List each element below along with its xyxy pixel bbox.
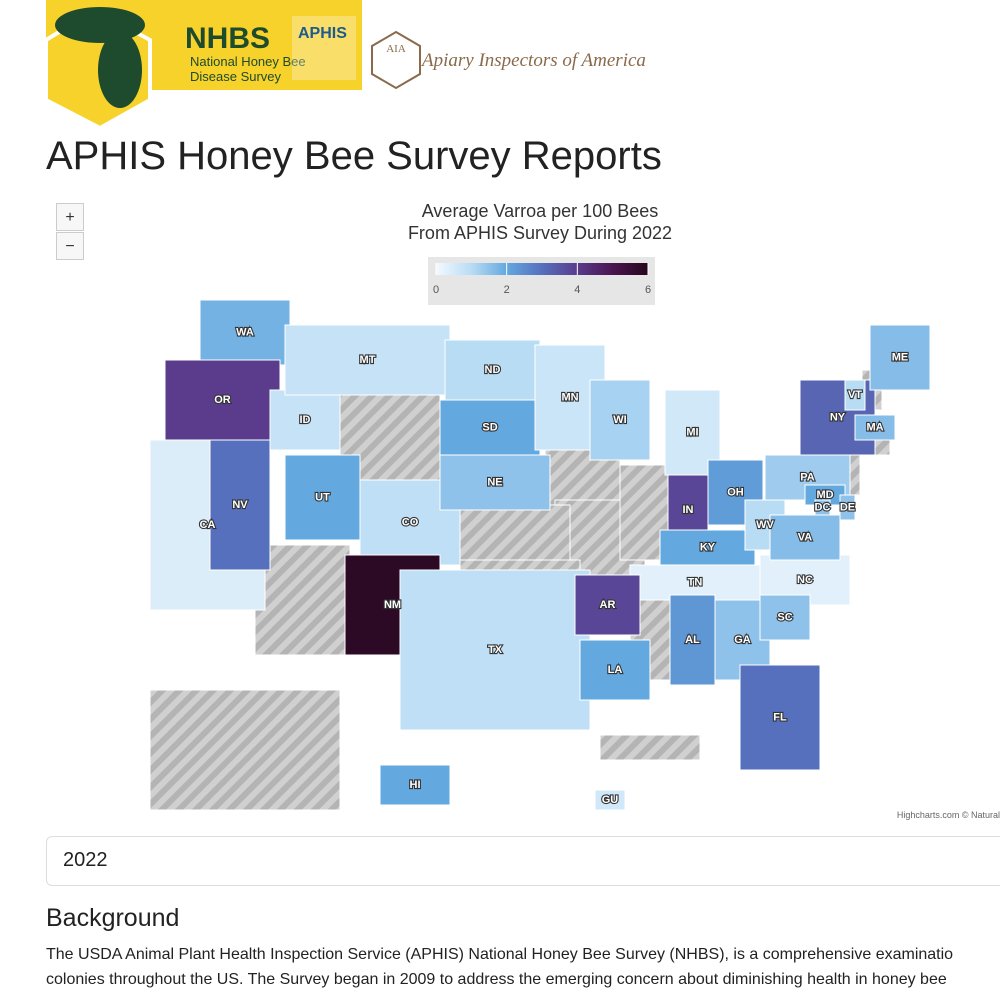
- section-heading: Background: [46, 904, 180, 932]
- logo-title: NHBS: [185, 22, 270, 55]
- state: [379, 764, 451, 806]
- aphis-label: APHIS: [298, 25, 347, 42]
- state-label: NY: [830, 411, 846, 423]
- color-bar-label: 0: [433, 284, 439, 296]
- state-label: AR: [600, 599, 616, 611]
- state-label: OH: [727, 486, 744, 498]
- bee-wing: [55, 7, 145, 43]
- aia-name: Apiary Inspectors of America: [420, 50, 646, 71]
- state: [439, 399, 541, 456]
- state: [869, 324, 931, 391]
- state: [399, 569, 591, 731]
- color-bar: [436, 263, 648, 275]
- bee-body: [98, 32, 142, 108]
- state-label: GA: [734, 634, 751, 646]
- state: [269, 389, 341, 451]
- state: [284, 324, 451, 396]
- chart-title: Average Varroa per 100 Bees: [422, 201, 659, 221]
- no-data-region: [459, 504, 571, 566]
- state: [209, 439, 271, 571]
- aia-mark: AIA: [386, 43, 406, 55]
- year-select[interactable]: 2022: [46, 836, 1000, 886]
- state: [839, 494, 856, 521]
- state-label: DC: [815, 501, 831, 513]
- state: [164, 359, 281, 441]
- state: [854, 414, 896, 441]
- state-label: ND: [485, 364, 501, 376]
- state-label: NE: [487, 476, 502, 488]
- state: [659, 529, 756, 566]
- aia-logo: [371, 30, 421, 90]
- state-label: LA: [608, 664, 623, 676]
- state: [589, 379, 651, 461]
- paragraph-line: The USDA Animal Plant Health Inspection …: [46, 946, 954, 963]
- no-data-region: [254, 544, 351, 656]
- state: [439, 454, 551, 511]
- state-label: CA: [200, 519, 216, 531]
- no-data-region: [599, 734, 701, 761]
- color-bar-label: 6: [645, 284, 651, 296]
- state-label: KY: [700, 541, 716, 553]
- state: [579, 639, 651, 701]
- state-label: DE: [840, 501, 855, 513]
- state: [444, 339, 541, 401]
- state-label: VT: [848, 389, 862, 401]
- state-label: NC: [797, 574, 813, 586]
- state: [574, 574, 641, 636]
- state-label: MT: [360, 354, 376, 366]
- state-label: MA: [866, 421, 883, 433]
- state-label: MN: [561, 391, 578, 403]
- zoom-out-button[interactable]: −: [56, 232, 84, 260]
- state-label: GU: [602, 794, 619, 806]
- state-label: VA: [798, 531, 813, 543]
- logo-subtitle: National Honey Bee: [190, 54, 306, 69]
- state: [594, 789, 626, 811]
- map-chart: NHBS National Honey Bee Disease Survey A…: [44, 0, 1000, 820]
- page-title: APHIS Honey Bee Survey Reports: [46, 134, 662, 178]
- state-label: WI: [613, 414, 626, 426]
- state-label: FL: [773, 711, 787, 723]
- state-label: HI: [410, 779, 421, 791]
- state: [814, 499, 831, 516]
- state: [769, 514, 841, 561]
- state-label: MI: [686, 426, 698, 438]
- color-bar-label: 4: [574, 284, 580, 296]
- paragraph-line: colonies throughout the US. The Survey b…: [46, 971, 947, 988]
- color-bar-label: 2: [504, 284, 510, 296]
- state-label: NV: [232, 499, 248, 511]
- state-label: OR: [214, 394, 231, 406]
- state-label: PA: [800, 471, 815, 483]
- state-label: ME: [892, 351, 909, 363]
- state-label: IN: [683, 504, 694, 516]
- state-label: SD: [482, 421, 497, 433]
- state-label: NM: [384, 599, 401, 611]
- state-label: SC: [777, 611, 792, 623]
- state-label: CO: [402, 516, 419, 528]
- state-label: AL: [685, 634, 700, 646]
- credits: Highcharts.com © Natural: [897, 810, 1000, 820]
- state: [844, 379, 866, 411]
- state-label: ID: [300, 414, 311, 426]
- state-label: TX: [488, 644, 503, 656]
- state: [199, 299, 291, 366]
- state-label: TN: [688, 576, 703, 588]
- no-data-region: [149, 689, 341, 811]
- logo-subtitle: Disease Survey: [190, 69, 282, 84]
- state-label: WV: [756, 519, 774, 531]
- state-label: WA: [236, 326, 254, 338]
- chart-subtitle: From APHIS Survey During 2022: [408, 223, 672, 243]
- state-label: MD: [816, 489, 833, 501]
- state: [739, 664, 821, 771]
- state: [759, 594, 811, 641]
- aphis-badge: [292, 16, 356, 80]
- zoom-in-button[interactable]: +: [56, 203, 84, 231]
- state: [284, 454, 361, 541]
- state-label: UT: [315, 491, 330, 503]
